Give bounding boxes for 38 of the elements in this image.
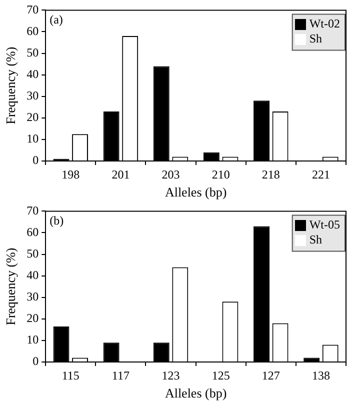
y-tick-label: 40 <box>26 268 39 282</box>
x-tick-label: 218 <box>262 167 280 182</box>
y-tick-label: 20 <box>26 311 39 326</box>
y-axis-title: Frequency (%) <box>3 248 18 326</box>
y-tick-label: 30 <box>26 88 39 103</box>
y-tick-label: 30 <box>26 290 39 304</box>
y-tick-label: 70 <box>26 2 39 16</box>
x-tick-label: 117 <box>112 368 130 382</box>
y-tick-label: 70 <box>26 203 39 218</box>
y-tick-label: 10 <box>26 332 39 347</box>
y-tick-label: 50 <box>26 246 39 260</box>
annotation: (b) <box>50 213 64 228</box>
x-tick-label: 198 <box>62 167 80 182</box>
y-tick-label: 0 <box>32 153 39 168</box>
legend-label: Wt-02 <box>309 16 340 30</box>
y-tick-label: 20 <box>26 110 39 124</box>
x-axis-title: Alleles (bp) <box>164 184 227 200</box>
x-tick-label: 201 <box>112 167 130 182</box>
x-tick-label: 125 <box>212 368 230 382</box>
y-tick-label: 40 <box>26 66 39 81</box>
legend-label: Wt-05 <box>309 217 340 232</box>
y-tick-label: 0 <box>32 354 39 368</box>
y-axis-title: Frequency (%) <box>3 46 18 124</box>
legend-label: Sh <box>309 31 322 46</box>
y-tick-label: 60 <box>26 24 39 38</box>
y-tick-label: 10 <box>26 132 39 146</box>
x-axis-title: Alleles (bp) <box>164 386 227 401</box>
x-tick-label: 138 <box>312 368 330 382</box>
y-tick-label: 60 <box>26 224 39 239</box>
x-tick-label: 221 <box>312 167 330 182</box>
y-tick-label: 50 <box>26 45 39 60</box>
x-tick-label: 210 <box>212 167 230 182</box>
legend-label: Sh <box>309 232 322 246</box>
x-tick-label: 127 <box>262 368 280 382</box>
x-tick-label: 123 <box>162 368 180 382</box>
x-tick-label: 203 <box>162 167 180 182</box>
x-tick-label: 115 <box>62 368 80 382</box>
annotation: (a) <box>50 12 63 26</box>
